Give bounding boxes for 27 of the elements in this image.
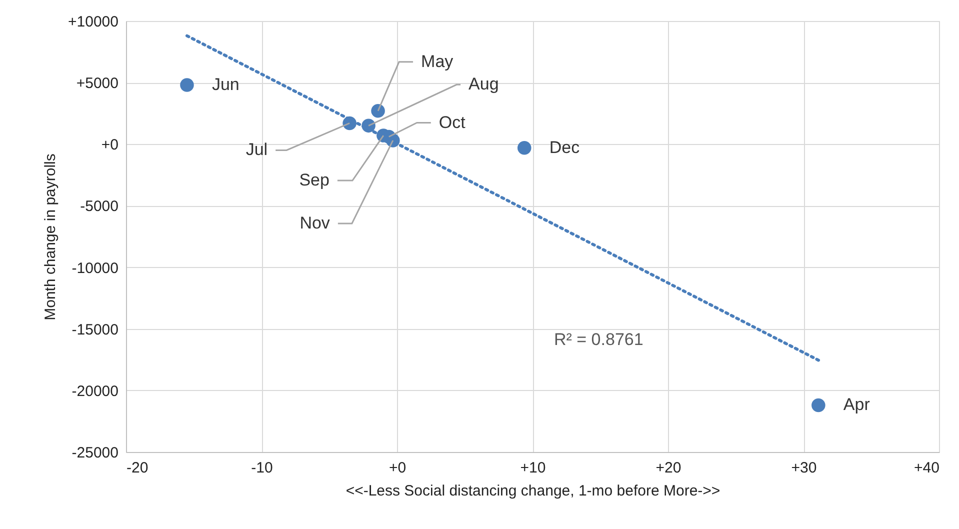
y-axis-title: Month change in payrolls bbox=[42, 154, 60, 320]
annotation: Jul bbox=[246, 140, 268, 160]
x-axis-title: <<-Less Social distancing change, 1-mo before More->> bbox=[346, 482, 720, 500]
annotation: Dec bbox=[549, 138, 580, 157]
annotation: Jun bbox=[212, 75, 240, 94]
y-tick-label: -25000 bbox=[72, 444, 118, 462]
y-tick-label: +0 bbox=[101, 136, 118, 154]
y-tick-label: +5000 bbox=[76, 75, 118, 92]
y-tick-label: +10000 bbox=[68, 14, 118, 30]
y-tick-label: -20000 bbox=[72, 382, 118, 400]
x-tick-label: +40 bbox=[914, 460, 940, 476]
x-tick-label: -10 bbox=[251, 460, 273, 476]
y-tick-label: -10000 bbox=[72, 260, 118, 277]
x-tick-label: +20 bbox=[656, 460, 682, 476]
annotation: Aug bbox=[468, 74, 499, 94]
annotation: R² = 0.8761 bbox=[554, 330, 644, 349]
annotation: Oct bbox=[438, 112, 466, 132]
annotation: Nov bbox=[300, 213, 330, 232]
x-tick-label: +0 bbox=[388, 460, 406, 476]
annotation: Sep bbox=[299, 170, 330, 190]
y-tick-label: -5000 bbox=[80, 198, 118, 216]
y-tick-label: -15000 bbox=[72, 321, 118, 338]
x-tick-label: +10 bbox=[520, 460, 546, 476]
annotation: May bbox=[421, 52, 454, 71]
annotation: Apr bbox=[843, 395, 870, 414]
x-tick-label: +30 bbox=[791, 460, 817, 476]
x-tick-label: -20 bbox=[126, 460, 148, 476]
